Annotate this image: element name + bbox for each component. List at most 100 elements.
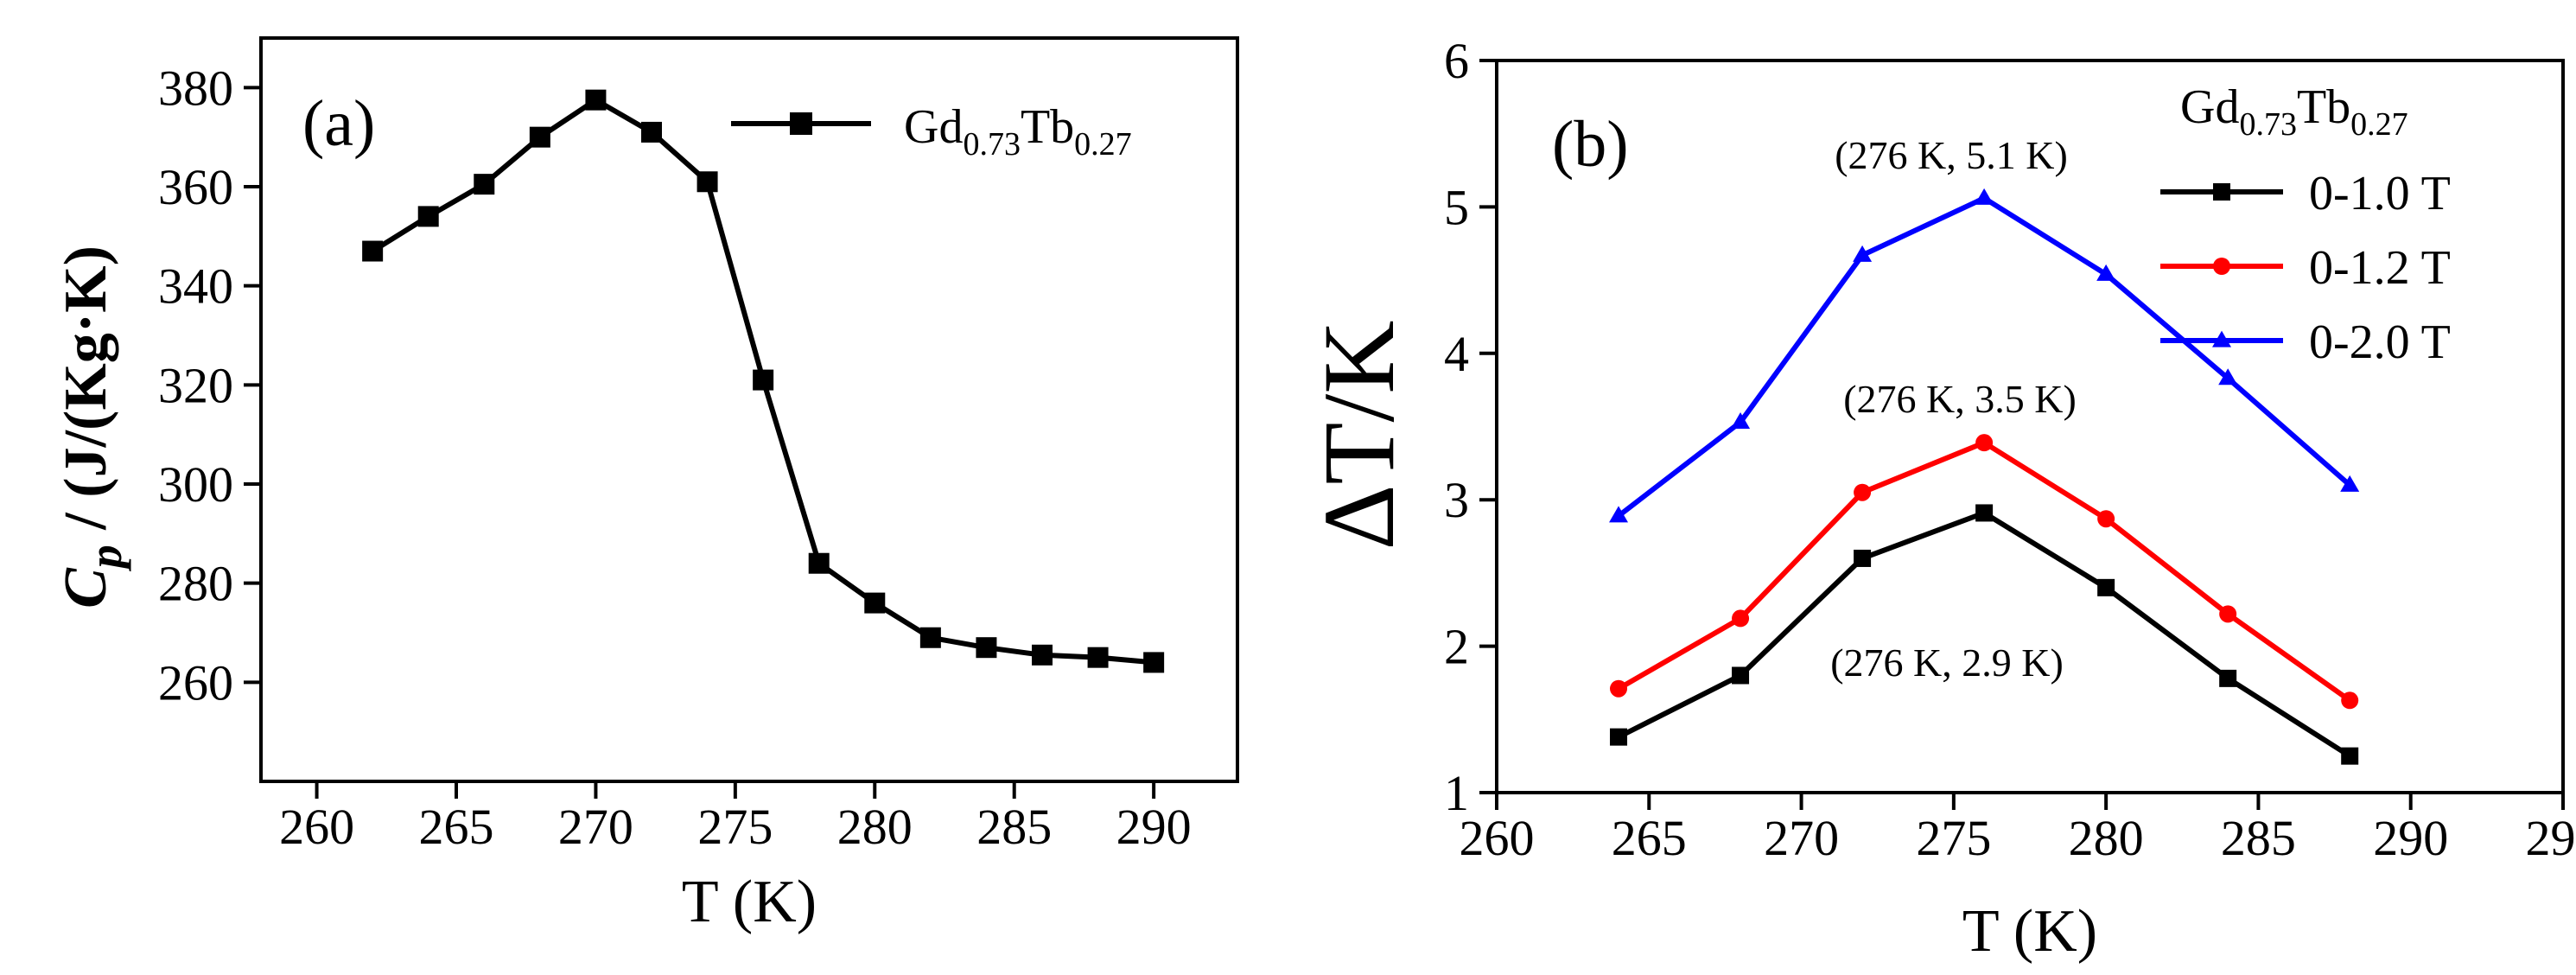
annotation: (276 K, 3.5 K): [1843, 377, 2077, 421]
x-axis-label: T (K): [682, 869, 817, 935]
data-point: [864, 592, 886, 614]
formula-subscript: 0.27: [2350, 106, 2408, 143]
data-point: [696, 171, 718, 193]
y-tick-label: 320: [158, 357, 233, 413]
data-point: [1143, 652, 1165, 673]
series-2: [1609, 188, 2360, 523]
data-point: [1087, 647, 1109, 668]
y-tick-label: 360: [158, 159, 233, 215]
y-tick-label: 2: [1444, 619, 1469, 675]
x-tick-label: 265: [1612, 810, 1687, 866]
y-axis-label: Cp / (J/(Kg·K): [53, 245, 131, 609]
data-point: [1854, 549, 1872, 567]
annotation: (276 K, 2.9 K): [1830, 640, 2064, 685]
y-tick-label: 280: [158, 556, 233, 612]
x-tick-label: 260: [279, 799, 354, 855]
data-point: [1610, 728, 1628, 746]
data-point: [2341, 747, 2359, 765]
x-tick-label: 275: [697, 799, 773, 855]
plot-frame: [259, 36, 1239, 783]
data-point: [753, 369, 774, 391]
x-tick-label: 280: [837, 799, 913, 855]
y-label-units: / (J/(Kg·K): [53, 245, 119, 545]
series-0: [1610, 504, 2359, 765]
formula-element: Gd: [2180, 80, 2239, 134]
y-tick-label: 4: [1444, 326, 1469, 382]
data-point: [1032, 644, 1053, 666]
data-point: [585, 89, 607, 111]
data-point: [1731, 412, 1751, 430]
y-axis-label: ΔT/K: [1302, 321, 1415, 551]
data-point: [417, 206, 439, 227]
formula-subscript: 0.27: [1074, 126, 1132, 162]
legend: Gd0.73Tb0.27 0-1.0 T 0-1.2 T 0-2.0 T: [2160, 80, 2451, 369]
data-point: [362, 240, 384, 262]
x-tick-label: 290: [1116, 799, 1192, 855]
x-tick-label: 270: [1764, 810, 1839, 866]
legend-label: 0-2.0 T: [2309, 315, 2451, 369]
data-point: [2218, 368, 2238, 386]
x-tick-label: 285: [976, 799, 1052, 855]
annotation: (276 K, 5.1 K): [1835, 133, 2068, 177]
x-tick-label: 275: [1916, 810, 1991, 866]
data-point: [790, 112, 812, 135]
data-point: [2212, 330, 2231, 347]
data-point: [1609, 506, 1629, 523]
y-tick-label: 1: [1444, 765, 1469, 821]
data-point: [2219, 605, 2237, 623]
data-point: [1732, 609, 1750, 628]
y-tick-label: 300: [158, 456, 233, 513]
data-point: [1975, 188, 1994, 205]
x-tick-label: 285: [2221, 810, 2296, 866]
y-tick-label: 3: [1444, 472, 1469, 528]
data-point: [2219, 669, 2237, 687]
data-point: [474, 174, 495, 195]
formula-subscript: 0.73: [2239, 106, 2297, 143]
data-point: [2097, 510, 2115, 528]
panel-label: (a): [302, 87, 375, 160]
data-point: [1853, 245, 1873, 262]
legend-title: Gd0.73Tb0.27: [2180, 80, 2408, 143]
x-tick-label: 290: [2373, 810, 2448, 866]
y-label-symbol: C: [53, 567, 119, 609]
formula-subscript: 0.73: [963, 126, 1021, 162]
data-point: [2340, 475, 2360, 492]
y-tick-label: 380: [158, 60, 233, 116]
panel-label: (b): [1552, 108, 1629, 181]
x-tick-label: 270: [558, 799, 633, 855]
y-tick-label: 260: [158, 654, 233, 711]
chart-b: 260 265 270 275 280 285 290 295 1 2 3 4 5 6 T (K) ΔT/K (…: [1302, 33, 2576, 965]
data-point: [1732, 666, 1750, 685]
series-0: [362, 89, 1165, 673]
legend-label: 0-1.0 T: [2309, 167, 2451, 220]
data-point: [1975, 504, 1994, 522]
data-point: [529, 126, 550, 148]
formula-element: Gd: [904, 100, 963, 154]
data-point: [808, 552, 830, 574]
y-tick-label: 5: [1444, 179, 1469, 235]
y-tick-label: 340: [158, 258, 233, 315]
plot-frame: [1495, 59, 2565, 794]
x-axis-label: T (K): [1962, 898, 2097, 965]
data-point: [2341, 691, 2359, 710]
x-tick-label: 265: [419, 799, 494, 855]
x-tick-label: 260: [1460, 810, 1535, 866]
data-point: [1975, 434, 1994, 452]
y-tick-label: 6: [1444, 33, 1469, 89]
data-point: [2097, 578, 2115, 596]
formula-element: Tb: [2297, 80, 2350, 134]
data-point: [2213, 258, 2230, 275]
data-point: [641, 121, 662, 143]
x-tick-label: 295: [2526, 810, 2576, 866]
data-point: [1610, 679, 1628, 698]
data-point: [976, 637, 997, 659]
data-point: [1854, 483, 1872, 501]
y-label-subscript: p: [80, 545, 131, 571]
chart-a: 260 265 270 275 280 285 290 260 280 300 320 340 360 3…: [53, 36, 1239, 935]
legend-label: 0-1.2 T: [2309, 241, 2451, 295]
data-point: [919, 627, 941, 648]
formula-element: Tb: [1021, 100, 1074, 154]
series-1: [1610, 434, 2359, 710]
data-point: [2213, 183, 2230, 201]
